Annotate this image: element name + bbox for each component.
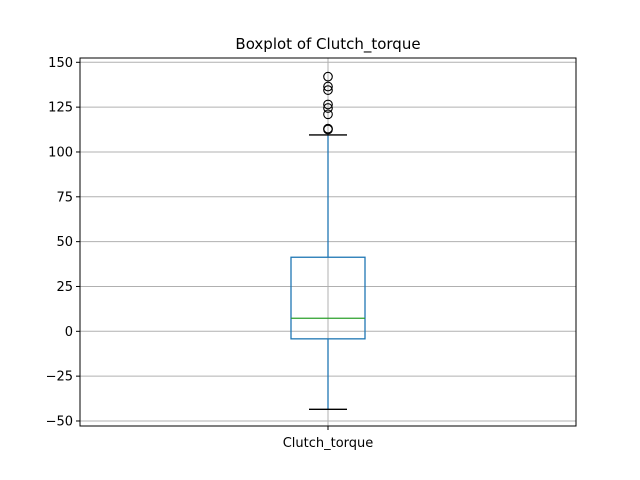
y-tick-label: 50 [56, 235, 73, 250]
outlier-point [323, 103, 333, 113]
y-tick-label: −25 [46, 370, 73, 385]
y-tick-label: 150 [48, 56, 73, 71]
outlier-point [323, 109, 333, 120]
chart-title: Boxplot of Clutch_torque [235, 35, 420, 54]
outlier-point [323, 71, 333, 82]
y-tick-label: 100 [48, 145, 73, 160]
outlier-point [323, 81, 333, 92]
plot-frame [79, 57, 577, 427]
iqr-box [290, 256, 366, 340]
plot-area [290, 71, 366, 410]
box-group [290, 71, 366, 410]
y-tick-label: −50 [46, 414, 73, 429]
y-tick-label: 0 [65, 325, 73, 340]
y-tick-label: 25 [56, 280, 73, 295]
outlier-point [323, 85, 333, 95]
outlier-point [323, 123, 333, 134]
outlier-point [323, 99, 333, 110]
y-axis: −50 −25 0 25 50 75 100 125 150 [46, 56, 80, 429]
y-tick-label: 75 [56, 190, 73, 205]
y-tick-label: 125 [48, 101, 73, 116]
x-axis: Clutch_torque [283, 426, 374, 451]
x-tick-label: Clutch_torque [283, 436, 374, 451]
